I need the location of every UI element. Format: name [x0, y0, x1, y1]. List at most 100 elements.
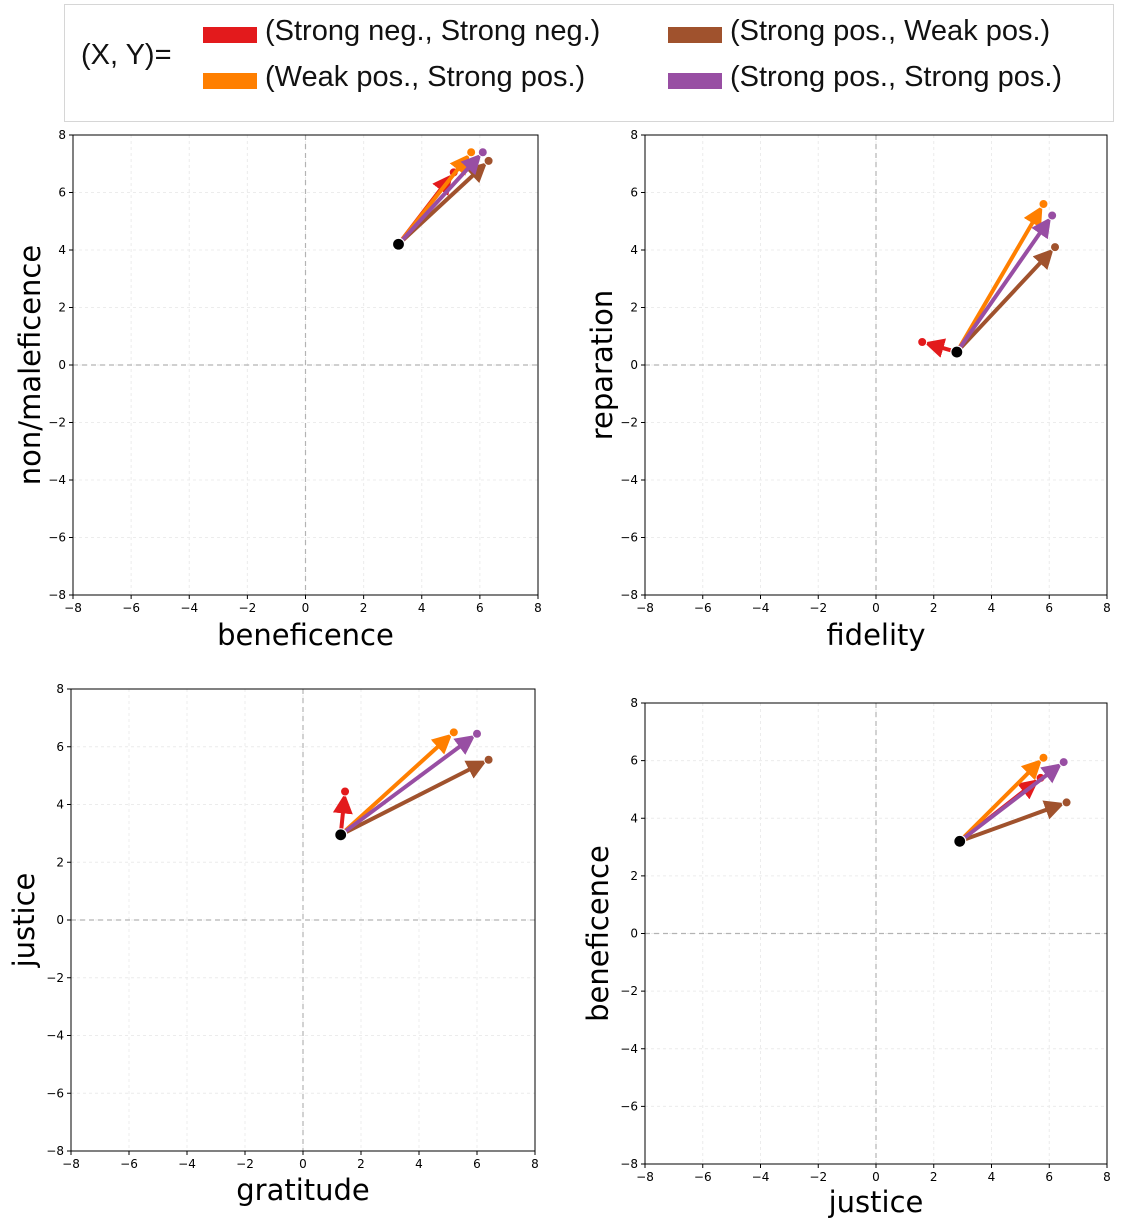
x-tick-label: 2	[930, 1170, 938, 1184]
endpoint-dot-1	[917, 337, 928, 347]
x-axis-label: fidelity	[826, 618, 925, 652]
x-tick-label: 6	[476, 601, 484, 615]
chart-panel-4: −8−8 −6 −6 −4 −4 −2 −2 0 0 2 2 4 4 6 6 8 8 justice benefic…	[581, 696, 1111, 1219]
origin-point	[950, 345, 964, 359]
y-tick-label: −8	[620, 1157, 638, 1171]
chart-panel-2: −8−8 −6 −6 −4 −4 −2 −2 0 0 2 2 4 4 6 6 8 8 fidelity repara…	[585, 128, 1111, 652]
legend-swatch	[203, 27, 257, 43]
arrow-3	[955, 248, 1054, 354]
x-tick-label: −2	[236, 1157, 254, 1171]
x-tick-label: −6	[120, 1157, 138, 1171]
endpoint-dot-2	[448, 727, 459, 738]
y-tick-label: 4	[58, 243, 66, 257]
arrow-4	[955, 217, 1051, 354]
y-tick-label: 2	[56, 855, 64, 869]
y-tick-label: 6	[56, 740, 64, 754]
endpoint-dot-3	[1050, 242, 1061, 253]
x-tick-label: −8	[636, 1170, 654, 1184]
y-axis-label: reparation	[585, 290, 619, 441]
y-tick-label: 6	[58, 186, 66, 200]
x-tick-label: −6	[694, 1170, 712, 1184]
y-tick-label: −2	[48, 416, 66, 430]
origin-point	[953, 834, 967, 848]
arrow-2	[958, 759, 1043, 843]
y-tick-label: 6	[630, 186, 638, 200]
x-tick-label: −2	[239, 601, 257, 615]
y-tick-label: 2	[58, 301, 66, 315]
legend-swatch	[668, 27, 722, 43]
y-tick-label: 8	[630, 696, 638, 710]
y-tick-label: 4	[630, 811, 638, 825]
endpoint-dot-2	[1038, 752, 1049, 763]
y-tick-label: −2	[46, 971, 64, 985]
x-tick-label: 2	[357, 1157, 365, 1171]
endpoint-dot-3	[1061, 797, 1072, 808]
y-tick-label: −4	[620, 1042, 638, 1056]
x-tick-label: −8	[64, 601, 82, 615]
x-tick-label: 4	[988, 601, 996, 615]
x-tick-label: −6	[122, 601, 140, 615]
y-tick-label: 8	[58, 128, 66, 142]
y-tick-label: 0	[58, 358, 66, 372]
x-tick-label: −2	[809, 1170, 827, 1184]
arrow-4	[397, 153, 482, 246]
y-tick-label: 2	[630, 869, 638, 883]
legend-label: (Strong neg., Strong neg.)	[265, 15, 601, 47]
y-axis-label: non/maleficence	[13, 245, 47, 485]
endpoint-dot-3	[483, 155, 494, 166]
x-tick-label: 6	[1045, 1170, 1053, 1184]
y-axis-label: justice	[7, 873, 41, 969]
legend-label: (Strong pos., Strong pos.)	[730, 61, 1063, 93]
arrow-3	[339, 760, 487, 837]
y-tick-label: −2	[620, 984, 638, 998]
arrow-3	[959, 800, 1065, 844]
y-tick-label: −8	[48, 588, 66, 602]
y-tick-label: 4	[630, 243, 638, 257]
x-tick-label: 8	[1103, 601, 1111, 615]
x-tick-label: −4	[752, 601, 770, 615]
legend: (X, Y)= (Strong neg., Strong neg.) (Weak…	[64, 4, 1114, 122]
y-tick-label: −6	[46, 1086, 64, 1100]
arrow-2	[955, 205, 1043, 354]
x-tick-label: 0	[872, 1170, 880, 1184]
y-tick-label: −2	[620, 416, 638, 430]
endpoint-dot-1	[340, 786, 351, 797]
y-tick-label: −8	[620, 588, 638, 602]
y-tick-label: 4	[56, 798, 64, 812]
legend-swatch	[203, 73, 257, 89]
legend-prefix: (X, Y)=	[81, 39, 172, 71]
x-tick-label: 0	[872, 601, 880, 615]
legend-label: (Weak pos., Strong pos.)	[265, 61, 586, 93]
arrow-4	[958, 763, 1063, 843]
x-tick-label: 6	[473, 1157, 481, 1171]
endpoint-dot-2	[1038, 199, 1049, 209]
x-tick-label: 4	[415, 1157, 423, 1171]
x-tick-label: −8	[636, 601, 654, 615]
y-axis-label: beneficence	[581, 845, 615, 1022]
arrow-2	[339, 733, 453, 837]
y-tick-label: −4	[48, 473, 66, 487]
y-tick-label: −6	[48, 531, 66, 545]
chart-panel-3: −8−8 −6 −6 −4 −4 −2 −2 0 0 2 2 4 4 6 6 8 8 gratitude justi…	[7, 682, 539, 1207]
y-tick-label: 8	[56, 682, 64, 696]
x-axis-label: justice	[828, 1185, 924, 1219]
x-tick-label: 4	[418, 601, 426, 615]
y-tick-label: 0	[630, 927, 638, 941]
endpoint-dot-4	[477, 147, 488, 158]
endpoint-dot-3	[483, 754, 494, 765]
x-tick-label: 8	[531, 1157, 539, 1171]
x-tick-label: 2	[360, 601, 368, 615]
y-tick-label: 0	[630, 358, 638, 372]
x-tick-label: −4	[178, 1157, 196, 1171]
x-tick-label: 0	[302, 601, 310, 615]
y-tick-label: 8	[630, 128, 638, 142]
legend-label: (Strong pos., Weak pos.)	[730, 15, 1051, 47]
legend-swatch	[668, 73, 722, 89]
y-tick-label: 0	[56, 913, 64, 927]
arrow-4	[339, 734, 476, 837]
x-tick-label: −4	[752, 1170, 770, 1184]
x-axis-label: beneficence	[217, 618, 394, 652]
y-tick-label: −8	[46, 1144, 64, 1158]
endpoint-dot-4	[472, 728, 482, 739]
